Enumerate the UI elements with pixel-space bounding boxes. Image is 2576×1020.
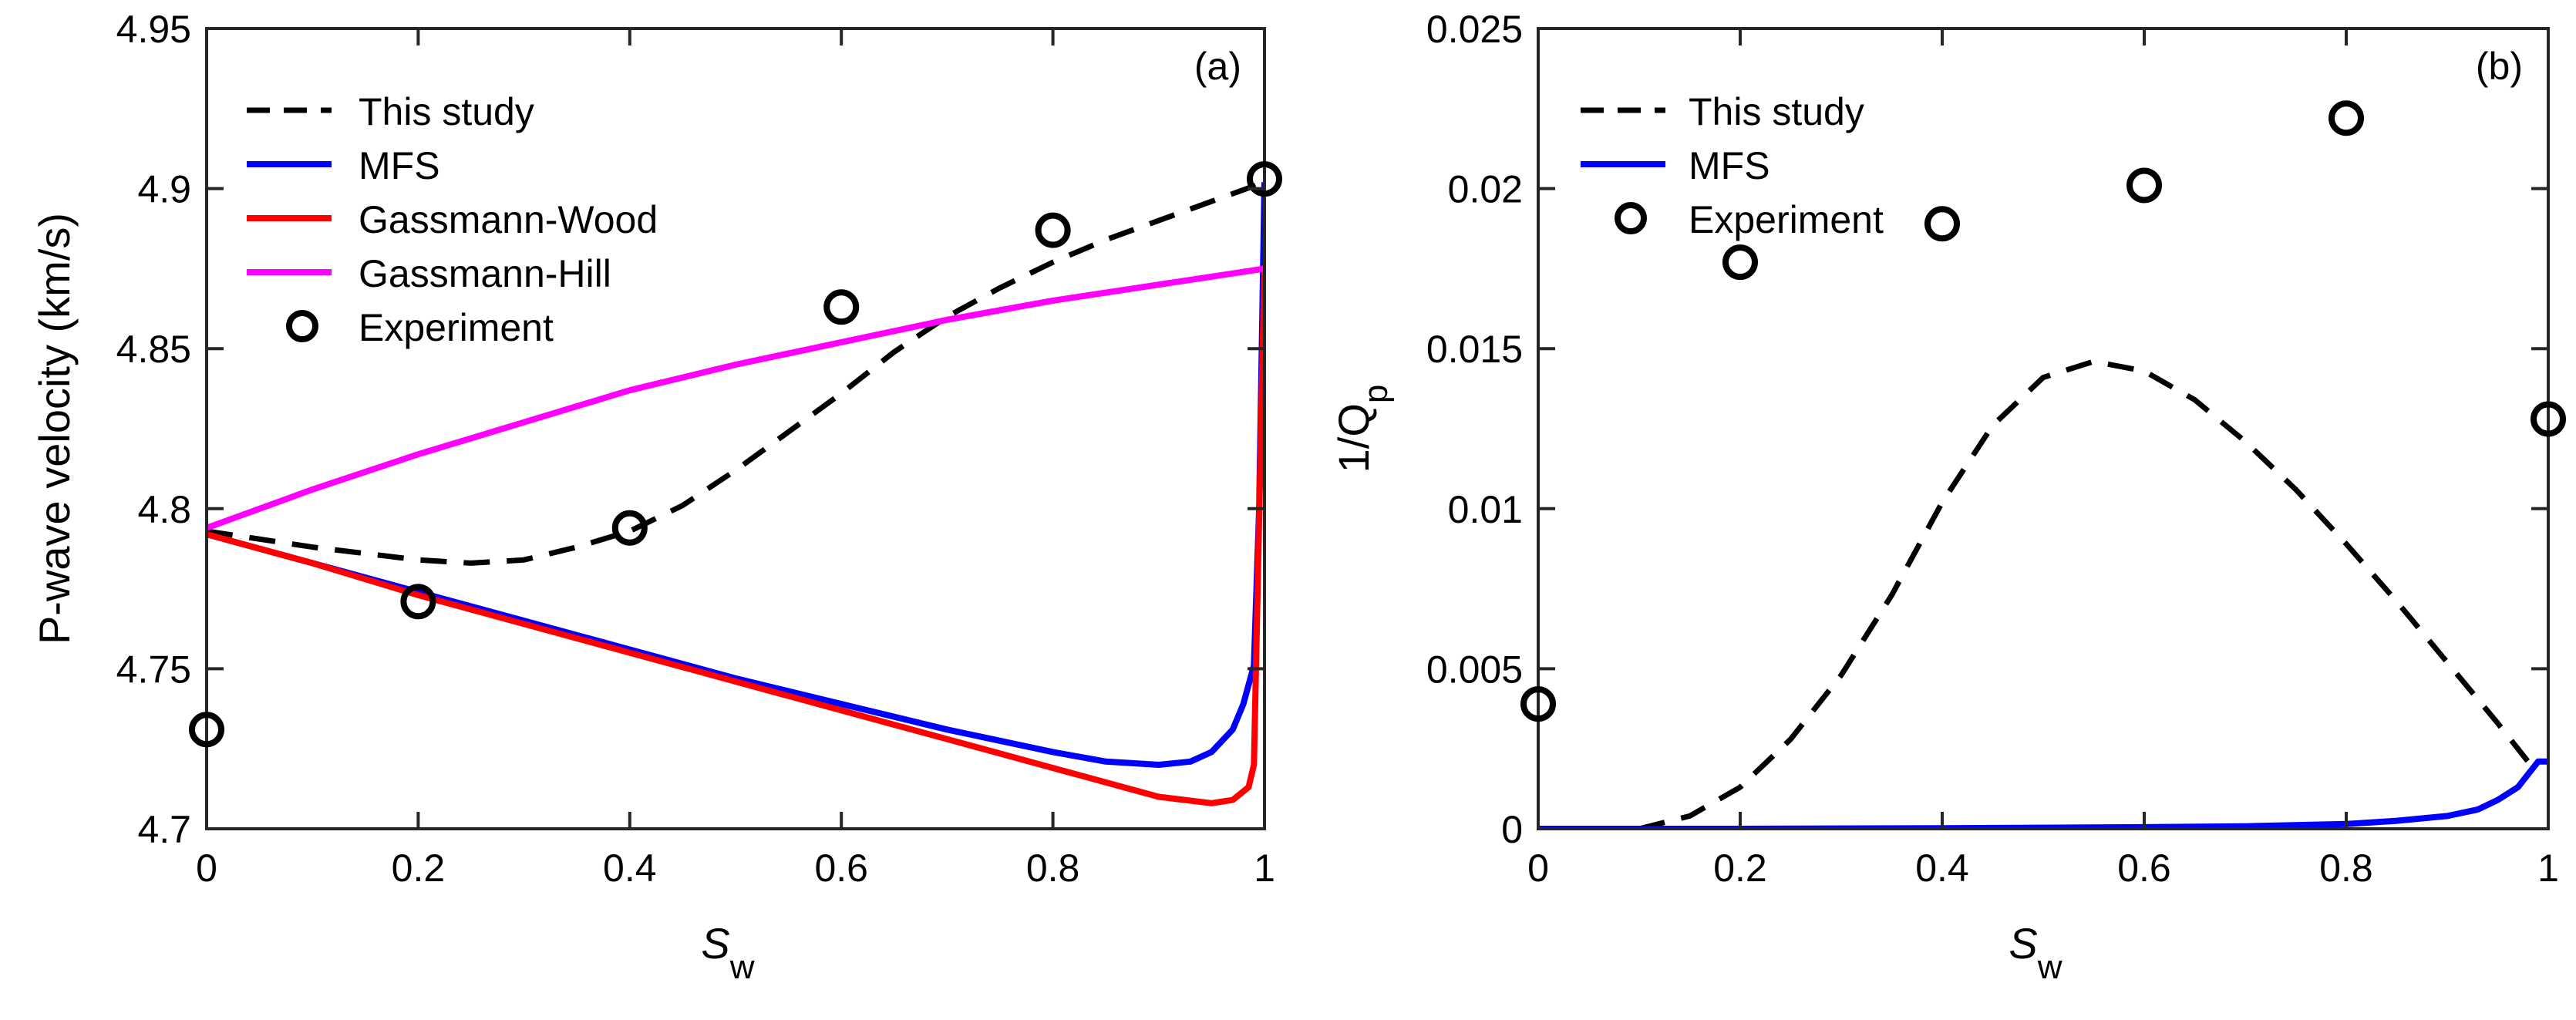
legend-item-mfs: MFS	[247, 144, 440, 187]
series-line-gassmann-wood	[207, 265, 1264, 806]
legend: This study MFS Experiment	[1581, 90, 1884, 241]
legend-item-experiment: Experiment	[1615, 198, 1884, 241]
x-axis-title-subscript: w	[729, 948, 755, 986]
legend-marker	[286, 310, 318, 342]
series-line-gassmann-hill	[207, 265, 1264, 531]
y-axis-title: P-wave velocity (km/s)	[30, 213, 79, 645]
chart-panel-a: 0 0.2 0.4 0.6 0.8 1 4.7 4.75 4.8 4.85 4.9 4.95 Sw P-w…	[30, 8, 1282, 986]
legend-item-gassmann-hill: Gassmann-Hill	[247, 252, 611, 295]
y-axis-title-subscript: p	[1357, 385, 1395, 403]
y-tick-label: 0.02	[1448, 168, 1523, 211]
x-axis-title-main: S	[2009, 919, 2037, 968]
experiment-point	[1035, 212, 1071, 248]
y-axis-title-main: 1/Q	[1329, 403, 1378, 473]
x-tick-label: 0	[196, 847, 217, 890]
series-line-this-study	[1638, 359, 2531, 829]
x-tick-label: 0.2	[1713, 847, 1767, 890]
x-axis-title-main: S	[701, 919, 729, 968]
experiment-point	[823, 289, 860, 325]
experiment-point	[1722, 244, 1758, 281]
panel-tag: (b)	[2476, 45, 2523, 88]
x-tick-label: 0.4	[603, 847, 657, 890]
legend-label: Gassmann-Hill	[359, 252, 611, 295]
legend-item-gassmann-wood: Gassmann-Wood	[247, 198, 658, 241]
legend-label: Experiment	[359, 306, 554, 349]
y-tick-label: 4.9	[137, 168, 191, 211]
experiment-point	[1247, 161, 1282, 197]
y-tick-label: 0.005	[1426, 648, 1523, 691]
x-tick-label: 1	[2537, 847, 2559, 890]
legend-item-mfs: MFS	[1581, 144, 1770, 187]
experiment-point	[1520, 686, 1556, 722]
plot-area	[207, 29, 1264, 829]
experiment-point	[400, 584, 436, 620]
y-tick-label: 0.025	[1426, 8, 1523, 51]
data-layer	[207, 180, 1264, 806]
experiment-point	[2126, 167, 2162, 204]
x-axis-title-subscript: w	[2037, 948, 2062, 986]
legend-label: MFS	[1689, 144, 1770, 187]
x-tick-label: 0.6	[814, 847, 868, 890]
y-tick-label: 4.95	[116, 8, 191, 51]
y-tick-label: 4.75	[116, 648, 191, 691]
plot-area	[1538, 29, 2548, 829]
legend-label: Experiment	[1689, 198, 1884, 241]
chart-panel-b: 0 0.2 0.4 0.6 0.8 1 0 0.005 0.01 0.015 0.02 0.025 Sw…	[1329, 8, 2566, 986]
legend-label: Gassmann-Wood	[359, 198, 658, 241]
y-tick-label: 0.01	[1448, 488, 1523, 531]
x-axis-title: Sw	[701, 919, 754, 986]
experiment-point	[2329, 100, 2364, 136]
legend-item-this-study: This study	[247, 90, 534, 133]
legend-marker	[1615, 202, 1647, 234]
legend-item-this-study: This study	[1581, 90, 1864, 133]
y-axis-title-main: P-wave velocity (km/s)	[30, 213, 79, 645]
x-tick-label: 0.6	[2117, 847, 2171, 890]
experiment-point	[1924, 206, 1960, 242]
legend: This study MFS Gassmann-Wood Gassmann-Hill E…	[247, 90, 658, 349]
legend-item-experiment: Experiment	[286, 306, 554, 349]
axes-frame	[1537, 27, 2550, 830]
experiment-point	[189, 712, 224, 748]
y-axis-title: 1/Qp	[1329, 385, 1395, 473]
series-line-mfs	[207, 182, 1264, 768]
x-tick-label: 0	[1527, 847, 1549, 890]
x-tick-label: 0.8	[1026, 847, 1080, 890]
panel-tag: (a)	[1194, 45, 1241, 88]
legend-label: MFS	[359, 144, 440, 187]
y-tick-label: 4.7	[137, 808, 191, 851]
x-tick-label: 0.8	[2319, 847, 2373, 890]
x-tick-label: 0.4	[1915, 847, 1969, 890]
y-tick-label: 0	[1501, 808, 1523, 851]
series-line-this-study	[207, 180, 1264, 566]
experiment-point	[2531, 401, 2566, 437]
y-tick-label: 0.015	[1426, 328, 1523, 371]
legend-label: This study	[359, 90, 534, 133]
x-tick-label: 0.2	[392, 847, 446, 890]
experiment-point	[611, 510, 648, 546]
x-axis-title: Sw	[2009, 919, 2062, 986]
y-tick-label: 4.85	[116, 328, 191, 371]
axes-frame	[205, 27, 1266, 830]
y-tick-label: 4.8	[137, 488, 191, 531]
x-tick-label: 1	[1254, 847, 1275, 890]
legend-label: This study	[1689, 90, 1864, 133]
